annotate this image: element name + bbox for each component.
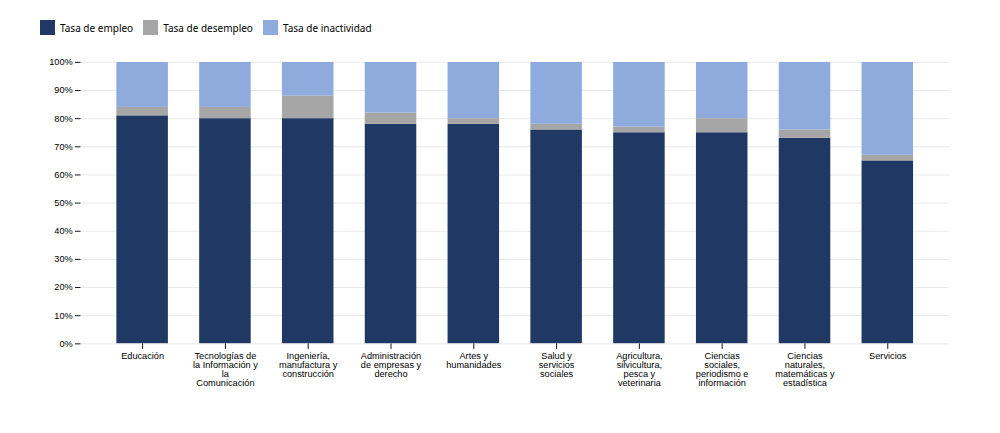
svg-text:Tecnologías dela Información y: Tecnologías dela Información ylaComunica… [193,351,258,389]
svg-text:Ingeniería,manufactura yconstr: Ingeniería,manufactura yconstrucción [279,351,338,379]
svg-text:Educación: Educación [121,351,164,361]
svg-text:80%: 80% [54,114,72,124]
html-text:Tasa de desempleo: Tasa de desempleo [163,20,253,35]
svg-text:70%: 70% [54,142,72,152]
html-text:Tasa de inactividad: Tasa de inactividad [282,20,372,35]
svg-text:0%: 0% [59,339,72,349]
svg-text:Servicios: Servicios [869,351,907,361]
svg-text:30%: 30% [54,254,72,264]
svg-text:20%: 20% [54,282,72,292]
svg-text:Salud yserviciossociales: Salud yserviciossociales [539,351,575,379]
html-text:Tasa de empleo: Tasa de empleo [60,20,134,35]
svg-text:Administraciónde empresas yder: Administraciónde empresas yderecho [361,351,422,379]
svg-text:Artes yhumanidades: Artes yhumanidades [446,351,502,370]
svg-text:100%: 100% [49,57,73,67]
svg-text:40%: 40% [54,226,72,236]
svg-text:Cienciasnaturales,matemáticas: Cienciasnaturales,matemáticas yestadísti… [775,351,835,389]
svg-text:Agricultura,silvicultura,pesca: Agricultura,silvicultura,pesca yveterina… [616,351,662,389]
svg-text:10%: 10% [54,311,72,321]
svg-text:Cienciassociales,periodismo ei: Cienciassociales,periodismo einformación [696,351,749,389]
svg-text:90%: 90% [54,85,72,95]
svg-text:50%: 50% [54,198,72,208]
svg-text:60%: 60% [54,170,72,180]
